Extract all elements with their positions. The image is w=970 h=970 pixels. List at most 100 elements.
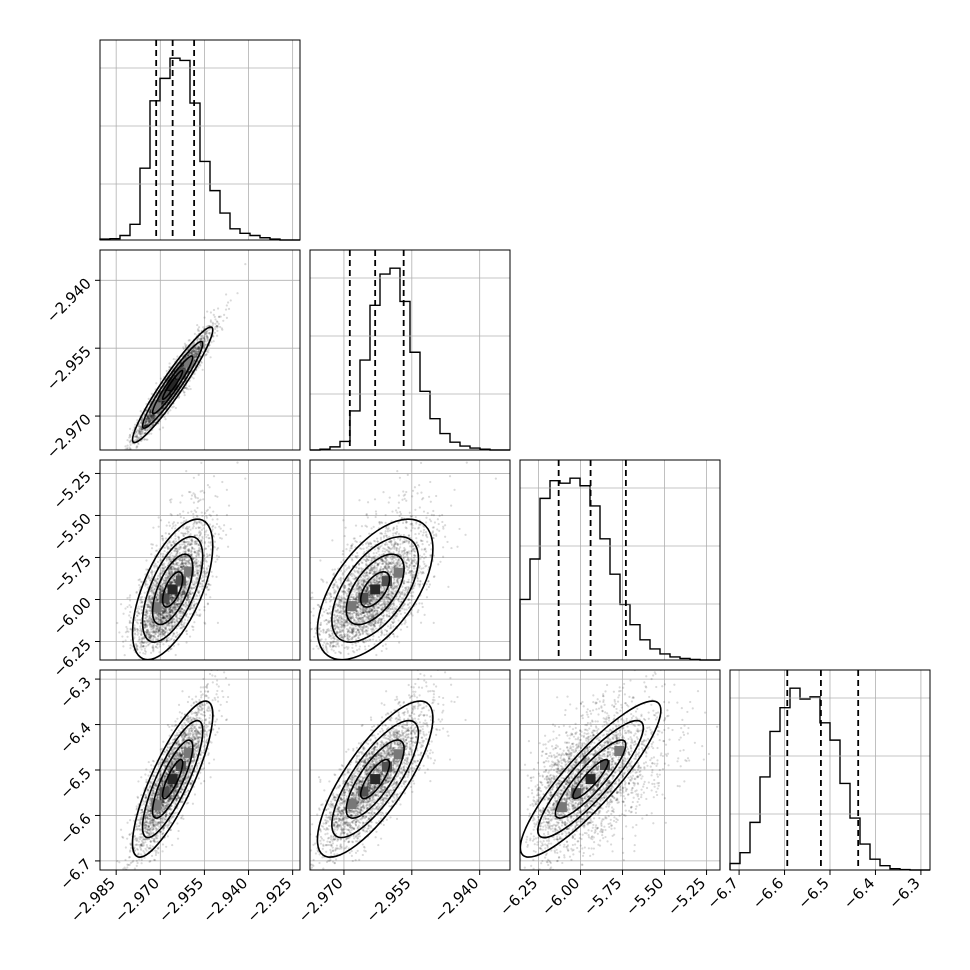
- sample-point: [195, 355, 198, 358]
- sample-point: [161, 629, 165, 632]
- sample-point: [150, 414, 153, 417]
- sample-point: [136, 607, 139, 610]
- sample-point: [212, 334, 215, 338]
- sample-point: [194, 352, 198, 355]
- sample-point: [173, 555, 176, 558]
- sample-point: [195, 346, 198, 350]
- sample-point: [150, 413, 154, 417]
- sample-point: [150, 417, 154, 421]
- sample-point: [183, 591, 186, 595]
- sample-point: [204, 573, 207, 576]
- sample-point: [136, 419, 139, 422]
- sample-point: [214, 322, 217, 325]
- sample-point: [144, 419, 147, 422]
- sample-point: [151, 414, 154, 417]
- sample-point: [149, 415, 152, 419]
- sample-point: [215, 522, 219, 526]
- sample-point: [164, 630, 167, 633]
- sample-point: [143, 647, 146, 650]
- sample-point: [126, 627, 129, 630]
- sample-point: [161, 401, 165, 404]
- sample-point: [170, 568, 173, 571]
- panel-frame: [309, 249, 511, 451]
- sample-point: [190, 587, 193, 591]
- sample-point: [169, 622, 173, 625]
- sample-point: [197, 326, 201, 329]
- sample-point: [170, 543, 173, 547]
- sample-point: [215, 334, 219, 337]
- sample-point: [158, 630, 161, 633]
- sample-point: [126, 605, 129, 609]
- sample-point: [190, 352, 193, 355]
- sample-point: [174, 567, 177, 570]
- sample-point: [148, 417, 151, 420]
- sample-point: [208, 588, 211, 591]
- sample-point: [202, 326, 205, 329]
- sample-point: [170, 580, 173, 583]
- sample-point: [177, 396, 180, 399]
- sample-point: [168, 555, 171, 559]
- sample-point: [168, 560, 171, 563]
- sample-point: [161, 587, 164, 590]
- sample-point: [217, 315, 221, 318]
- sample-point: [196, 329, 200, 332]
- sample-point: [139, 432, 143, 435]
- sample-point: [124, 445, 127, 448]
- sample-point: [180, 543, 184, 546]
- sample-point: [193, 358, 196, 361]
- sample-point: [149, 414, 152, 417]
- sample-point: [166, 412, 170, 415]
- sample-point: [193, 350, 196, 353]
- sample-point: [154, 624, 158, 627]
- sample-point: [161, 402, 164, 405]
- sample-point: [143, 613, 146, 616]
- sample-point: [211, 525, 214, 528]
- sample-point: [197, 345, 200, 348]
- sample-point: [194, 527, 198, 530]
- sample-point: [195, 339, 199, 342]
- sample-point: [175, 553, 178, 557]
- sample-point: [148, 619, 151, 622]
- sample-point: [172, 579, 175, 582]
- sample-point: [149, 414, 152, 417]
- sample-point: [202, 580, 205, 583]
- sample-point: [157, 615, 161, 618]
- sample-point: [206, 339, 210, 342]
- sample-point: [145, 416, 149, 419]
- sample-point: [144, 419, 148, 423]
- sample-point: [154, 630, 158, 633]
- sample-point: [150, 415, 153, 418]
- sample-point: [194, 352, 197, 355]
- sample-point: [214, 325, 217, 329]
- sample-point: [205, 353, 208, 356]
- sample-point: [146, 620, 149, 623]
- sample-point: [134, 432, 137, 435]
- sample-point: [201, 489, 204, 492]
- sample-point: [137, 431, 141, 435]
- sample-point: [187, 543, 190, 546]
- sample-point: [200, 336, 203, 339]
- sample-point: [191, 352, 194, 355]
- sample-point: [134, 439, 137, 442]
- sample-point: [146, 415, 149, 418]
- sample-point: [145, 420, 148, 424]
- sample-point: [126, 447, 129, 450]
- sample-point: [188, 537, 191, 540]
- sample-point: [143, 425, 146, 428]
- sample-point: [172, 568, 176, 571]
- sample-point: [173, 596, 176, 600]
- sample-point: [150, 415, 153, 418]
- sample-point: [153, 415, 156, 418]
- sample-point: [206, 336, 209, 340]
- sample-point: [152, 416, 156, 419]
- sample-point: [149, 419, 152, 422]
- sample-point: [199, 343, 202, 347]
- sample-point: [137, 612, 140, 615]
- sample-point: [203, 540, 207, 544]
- sample-point: [145, 438, 148, 441]
- sample-point: [195, 565, 199, 568]
- sample-point: [136, 436, 139, 440]
- sample-point: [199, 345, 202, 348]
- sample-point: [126, 446, 129, 450]
- sample-point: [195, 577, 198, 580]
